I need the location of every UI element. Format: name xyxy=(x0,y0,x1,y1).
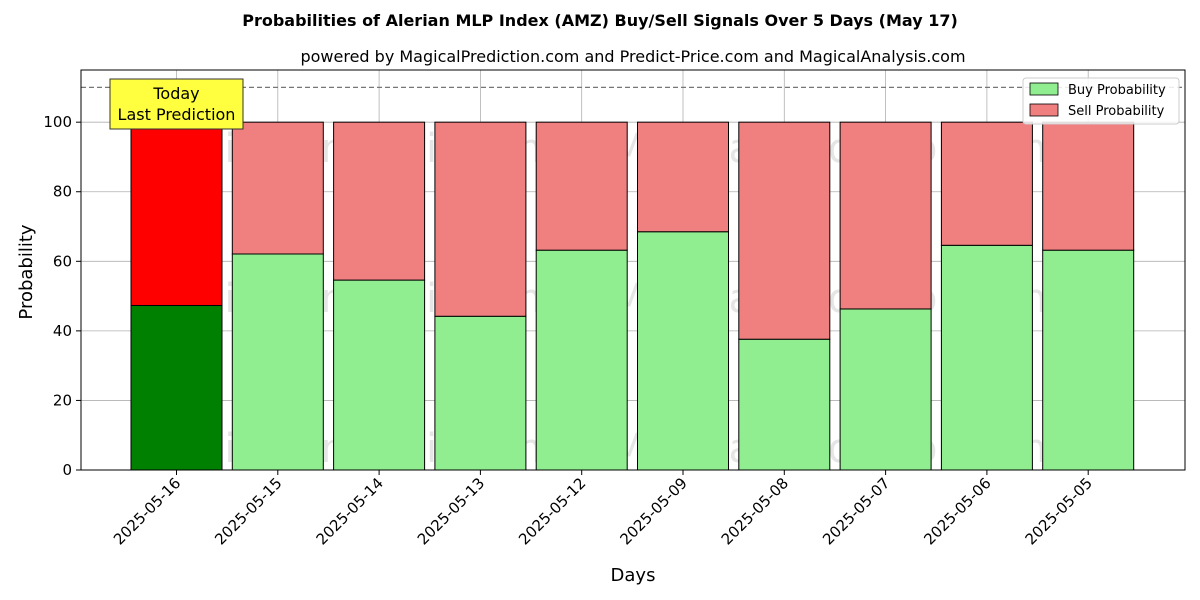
bar-buy-2025-05-14 xyxy=(333,279,426,471)
y-tick-label: 100 xyxy=(43,113,72,131)
bar-sell-2025-05-09 xyxy=(637,121,729,233)
y-tick-label: 20 xyxy=(53,391,72,409)
chart-title: Probabilities of Alerian MLP Index (AMZ)… xyxy=(242,11,958,30)
y-tick-label: 60 xyxy=(53,252,72,270)
x-tick-label: 2025-05-08 xyxy=(718,474,792,548)
bar-sell-2025-05-06 xyxy=(940,121,1033,246)
bar-sell-2025-05-15 xyxy=(231,121,324,255)
bar-sell-2025-05-12 xyxy=(535,121,628,251)
x-tick-label: 2025-05-13 xyxy=(414,474,488,548)
legend-frame xyxy=(1022,77,1180,125)
legend: Buy Probability Sell Probability xyxy=(1022,77,1180,125)
bar-sell-2025-05-07 xyxy=(839,121,932,310)
x-tick-label: 2025-05-12 xyxy=(515,474,589,548)
today-annotation-line-2: Last Prediction xyxy=(118,105,236,124)
x-tick-label: 2025-05-07 xyxy=(819,474,893,548)
bar-sell-2025-05-14 xyxy=(333,121,426,281)
bar-buy-2025-05-07 xyxy=(839,308,932,471)
x-tick-label: 2025-05-09 xyxy=(616,474,690,548)
bar-sell-2025-05-05 xyxy=(1042,121,1135,251)
x-tick-label: 2025-05-05 xyxy=(1022,474,1096,548)
plot-frame xyxy=(80,69,1186,471)
today-annotation-box xyxy=(109,78,244,130)
legend-swatch-sell xyxy=(1029,103,1059,117)
bar-buy-2025-05-15 xyxy=(231,253,324,471)
y-axis-label: Probability xyxy=(16,224,37,319)
x-axis: 2025-05-16 2025-05-15 2025-05-14 2025-05-13… xyxy=(110,470,1096,548)
y-tick-label: 80 xyxy=(53,183,72,201)
y-tick-label: 40 xyxy=(53,322,72,340)
bar-sell-2025-05-16 xyxy=(130,121,223,306)
chart-subtitle: powered by MagicalPrediction.com and Pre… xyxy=(300,47,965,66)
bar-buy-2025-05-08 xyxy=(738,338,831,471)
x-tick-label: 2025-05-16 xyxy=(110,474,184,548)
legend-label-buy: Buy Probability xyxy=(1068,83,1166,98)
bar-buy-2025-05-05 xyxy=(1042,249,1135,471)
bar-buy-2025-05-12 xyxy=(535,249,628,471)
bar-buy-2025-05-13 xyxy=(434,315,527,471)
bar-sell-2025-05-08 xyxy=(738,121,831,340)
bars xyxy=(130,121,1135,471)
legend-swatch-buy xyxy=(1029,82,1059,96)
legend-label-sell: Sell Probability xyxy=(1068,104,1165,119)
x-tick-label: 2025-05-15 xyxy=(211,474,285,548)
bar-buy-2025-05-06 xyxy=(940,244,1033,471)
x-tick-label: 2025-05-14 xyxy=(313,474,387,548)
x-axis-label: Days xyxy=(611,565,656,586)
y-axis: 0 20 40 60 80 100 xyxy=(43,113,81,479)
today-annotation: Today Last Prediction xyxy=(109,78,244,130)
bar-buy-2025-05-16 xyxy=(130,304,223,471)
y-tick-label: 0 xyxy=(62,461,72,479)
bar-buy-2025-05-09 xyxy=(637,231,729,471)
today-annotation-line-1: Today xyxy=(152,84,199,103)
x-tick-label: 2025-05-06 xyxy=(920,474,994,548)
bar-sell-2025-05-13 xyxy=(434,121,527,317)
